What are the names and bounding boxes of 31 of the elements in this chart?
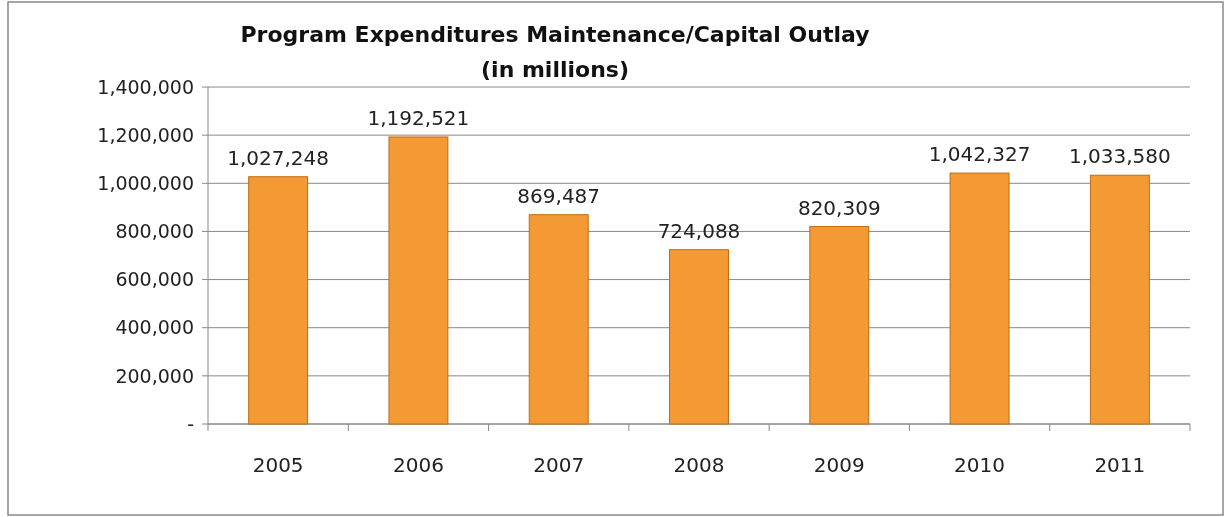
data-label: 1,192,521 bbox=[367, 105, 470, 130]
data-label: 869,487 bbox=[517, 183, 601, 208]
chart-subtitle: (in millions) bbox=[481, 57, 629, 82]
y-tick-label: 600,000 bbox=[115, 268, 194, 291]
x-tick-label: 2011 bbox=[1094, 453, 1146, 477]
x-tick-label: 2008 bbox=[673, 453, 725, 477]
y-tick-label: 200,000 bbox=[115, 364, 194, 387]
x-tick-label: 2007 bbox=[533, 453, 585, 477]
bar bbox=[388, 136, 449, 425]
bar bbox=[528, 214, 589, 425]
bar bbox=[949, 172, 1010, 425]
x-tick-label: 2009 bbox=[813, 453, 865, 477]
data-label: 724,088 bbox=[657, 218, 741, 243]
bar bbox=[1089, 174, 1150, 425]
y-tick-label: 1,000,000 bbox=[97, 171, 194, 194]
x-tick-label: 2010 bbox=[954, 453, 1006, 477]
x-tick-label: 2006 bbox=[392, 453, 444, 477]
data-label: 1,033,580 bbox=[1068, 144, 1171, 169]
y-tick-label: 1,200,000 bbox=[97, 123, 194, 146]
bar bbox=[669, 249, 729, 425]
y-tick-label: 1,400,000 bbox=[97, 75, 194, 98]
data-label: 1,042,327 bbox=[928, 142, 1031, 167]
x-tick-label: 2005 bbox=[252, 453, 304, 477]
y-tick-label: 400,000 bbox=[115, 316, 194, 339]
data-label: 820,309 bbox=[797, 195, 881, 220]
data-label: 1,027,248 bbox=[227, 145, 330, 170]
bar bbox=[809, 226, 870, 425]
chart-title: Program Expenditures Maintenance/Capital Outlay bbox=[240, 22, 870, 47]
y-tick-label: 800,000 bbox=[115, 220, 194, 243]
bar bbox=[248, 176, 309, 425]
y-tick-label: - bbox=[187, 412, 194, 435]
